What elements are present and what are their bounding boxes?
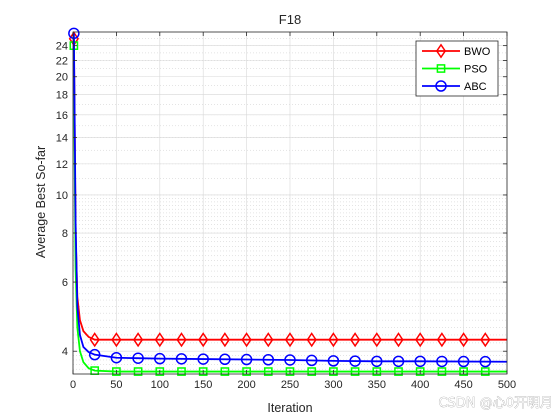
series-marker-pso xyxy=(155,367,165,376)
y-tick-label: 4 xyxy=(62,346,68,358)
series-marker-abc xyxy=(110,351,123,364)
series-marker-pso xyxy=(459,367,468,376)
legend: BWO PSO ABC xyxy=(415,40,499,97)
series-marker-abc xyxy=(284,354,296,366)
series-marker-pso xyxy=(263,367,273,376)
series-marker-bwo xyxy=(219,332,231,348)
series-marker-abc xyxy=(197,353,209,365)
chart-title: F18 xyxy=(279,12,301,27)
series-marker-abc xyxy=(88,348,101,361)
series-marker-pso xyxy=(285,367,295,376)
series-marker-pso xyxy=(242,367,251,376)
x-tick-label: 350 xyxy=(368,379,386,391)
series-marker-abc xyxy=(68,27,80,40)
series-marker-bwo xyxy=(436,332,448,348)
series-marker-pso xyxy=(220,367,230,376)
series-marker-abc xyxy=(371,355,383,368)
series-marker-pso xyxy=(372,367,382,376)
series-marker-pso xyxy=(394,367,403,376)
series-marker-abc xyxy=(305,354,318,367)
series-layer xyxy=(68,27,508,376)
series-marker-bwo xyxy=(284,332,296,348)
y-tick-label: 10 xyxy=(56,190,68,202)
legend-label-abc: ABC xyxy=(464,81,487,93)
legend-marker-abc xyxy=(435,80,447,92)
x-tick-label: 450 xyxy=(454,379,472,391)
series-marker-pso xyxy=(350,367,360,376)
series-marker-bwo xyxy=(154,332,165,348)
legend-marker-pso xyxy=(436,64,446,73)
y-tick-label: 20 xyxy=(56,72,68,84)
series-marker-abc xyxy=(436,355,448,368)
series-marker-abc xyxy=(327,355,340,367)
series-marker-bwo xyxy=(198,332,209,348)
y-tick-label: 16 xyxy=(56,110,68,122)
series-line-abc xyxy=(72,33,508,363)
series-marker-abc xyxy=(219,353,231,366)
x-tick-label: 400 xyxy=(411,379,429,391)
legend-label-bwo: BWO xyxy=(464,46,491,58)
series-marker-bwo xyxy=(241,332,252,348)
series-marker-abc xyxy=(414,355,426,368)
series-marker-bwo xyxy=(176,332,187,348)
series-abc xyxy=(68,27,508,368)
y-tick-label: 6 xyxy=(62,277,68,289)
series-marker-abc xyxy=(262,354,275,366)
x-tick-label: 0 xyxy=(70,379,76,391)
x-axis-label: Iteration xyxy=(267,401,312,415)
x-tick-label: 50 xyxy=(110,379,122,391)
series-marker-abc xyxy=(240,353,253,366)
series-marker-bwo xyxy=(458,332,469,348)
legend-label-pso: PSO xyxy=(464,64,488,76)
series-marker-bwo xyxy=(480,332,491,348)
y-axis-label: Average Best So-far xyxy=(34,146,48,258)
series-marker-pso xyxy=(177,367,186,376)
series-marker-bwo xyxy=(111,332,122,348)
grid xyxy=(72,32,508,374)
y-tick-labels: 4 6 8 10 12 14 16 18 20 22 24 xyxy=(56,41,68,359)
series-marker-pso xyxy=(112,367,121,376)
x-tick-label: 300 xyxy=(324,379,342,391)
series-marker-pso xyxy=(133,367,143,376)
y-tick-label: 12 xyxy=(56,159,68,171)
series-marker-abc xyxy=(349,355,361,367)
tick-marks xyxy=(72,32,508,374)
series-marker-pso xyxy=(437,367,447,376)
x-tick-label: 200 xyxy=(237,379,255,391)
series-marker-abc xyxy=(479,355,492,368)
x-tick-label: 150 xyxy=(194,379,212,391)
series-marker-bwo xyxy=(306,332,317,348)
y-tick-label: 8 xyxy=(62,228,68,240)
y-tick-label: 22 xyxy=(56,55,68,67)
series-marker-bwo xyxy=(415,332,426,348)
series-marker-bwo xyxy=(349,332,361,348)
watermark: CSDN @心0开明月 xyxy=(439,396,553,411)
y-tick-label: 18 xyxy=(56,90,68,102)
x-tick-label: 250 xyxy=(281,379,299,391)
series-marker-bwo xyxy=(89,332,100,348)
y-tick-label: 24 xyxy=(56,41,68,53)
series-marker-bwo xyxy=(263,332,274,348)
y-tick-label: 14 xyxy=(56,133,68,145)
series-marker-abc xyxy=(392,355,405,368)
x-tick-labels: 0 50 100 150 200 250 300 350 400 450 500 xyxy=(70,379,516,391)
series-marker-abc xyxy=(175,353,188,365)
series-marker-pso xyxy=(198,367,208,376)
series-marker-bwo xyxy=(132,332,144,348)
series-marker-pso xyxy=(329,367,338,376)
series-marker-pso xyxy=(480,367,490,376)
series-marker-bwo xyxy=(328,332,339,348)
x-tick-label: 100 xyxy=(151,379,169,391)
series-marker-abc xyxy=(132,352,144,364)
series-marker-bwo xyxy=(371,332,382,348)
legend-marker-bwo xyxy=(435,43,447,59)
series-marker-abc xyxy=(154,352,166,365)
series-marker-pso xyxy=(307,367,317,376)
series-marker-abc xyxy=(457,355,470,368)
x-tick-label: 500 xyxy=(498,379,516,391)
series-marker-pso xyxy=(415,367,425,376)
series-marker-bwo xyxy=(393,332,404,348)
